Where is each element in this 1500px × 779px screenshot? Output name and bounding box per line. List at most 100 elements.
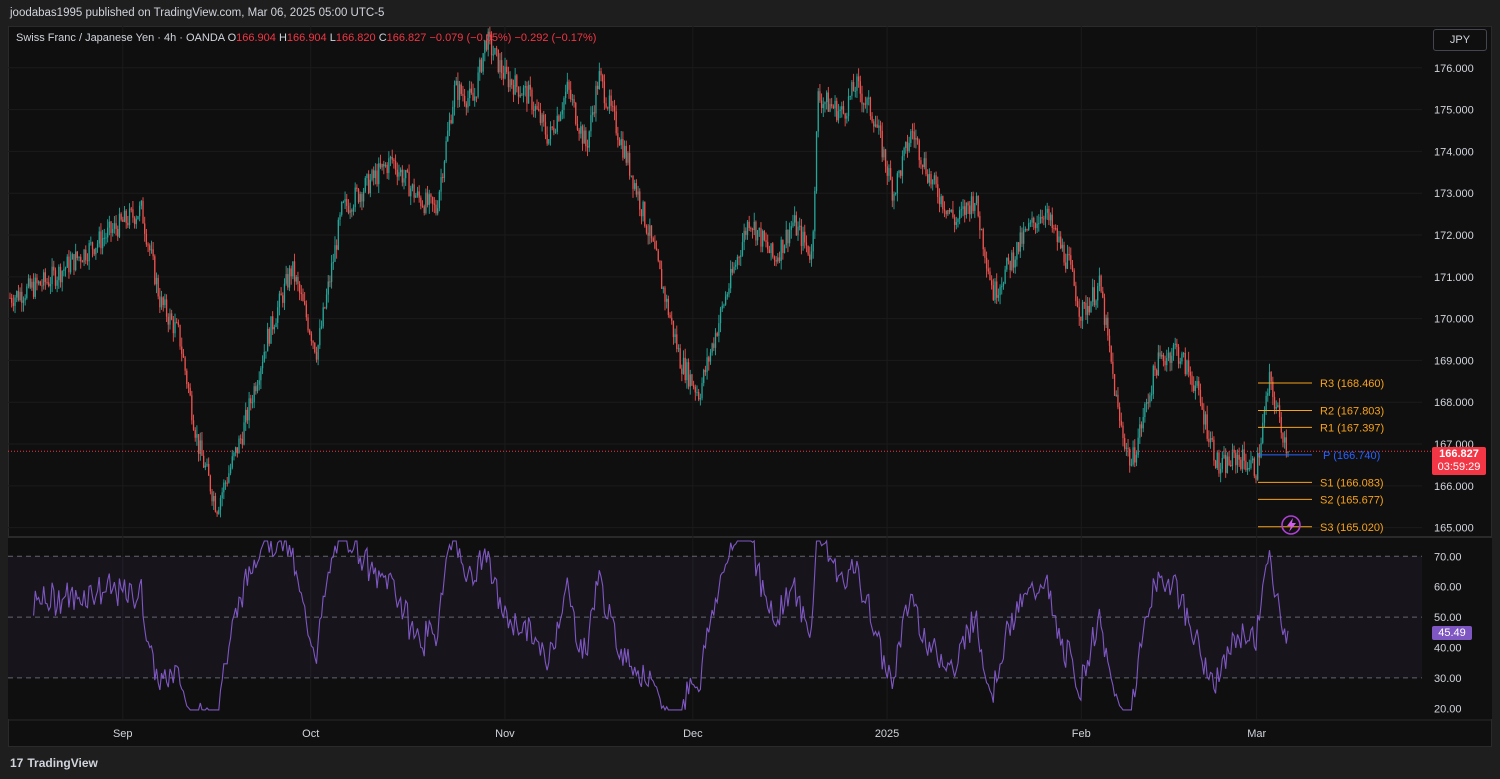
candle-body	[905, 141, 907, 149]
candle-body	[480, 59, 483, 72]
candle-body	[90, 242, 92, 244]
candle-body	[1225, 454, 1227, 473]
candle-body	[1002, 283, 1005, 287]
x-tick-label: Feb	[1072, 728, 1091, 740]
candle-body	[896, 173, 899, 194]
candle-body	[167, 316, 169, 325]
candle-body	[172, 319, 174, 334]
price-tick-label: 165.000	[1434, 523, 1474, 535]
candle-body	[202, 455, 205, 468]
candle-body	[625, 145, 627, 163]
pivot-label-s2: S2 (165.677)	[1320, 494, 1384, 506]
candle-body	[676, 334, 678, 349]
candle-body	[999, 286, 1001, 296]
candle-body	[519, 94, 521, 97]
candle-body	[132, 209, 134, 218]
candle-body	[268, 328, 270, 344]
candle-body	[666, 298, 668, 302]
candle-body	[777, 257, 779, 262]
candle-body	[628, 152, 631, 176]
candle-body	[832, 106, 835, 109]
candle-body	[278, 293, 281, 308]
candle-body	[458, 84, 461, 100]
candle-body	[1251, 458, 1254, 461]
candle-body	[608, 95, 611, 109]
candle-body	[266, 328, 269, 352]
candle-body	[689, 374, 691, 387]
candle-body	[578, 129, 580, 134]
candle-body	[68, 256, 70, 273]
candle-body	[748, 221, 750, 228]
candle-body	[893, 193, 895, 201]
candle-body	[667, 298, 670, 315]
candle-body	[431, 197, 434, 204]
candle-body	[396, 169, 398, 177]
candle-body	[197, 434, 200, 454]
candle-body	[925, 158, 927, 175]
candle-body	[290, 268, 292, 277]
candle-body	[955, 222, 957, 225]
candle-body	[1246, 468, 1249, 471]
candle-body	[315, 352, 318, 360]
currency-button[interactable]: JPY	[1433, 29, 1487, 51]
candle-body	[987, 268, 989, 272]
price-tick-label: 168.000	[1434, 397, 1474, 409]
candle-body	[780, 239, 782, 262]
candle-body	[91, 242, 94, 250]
candle-body	[820, 100, 823, 109]
candle-body	[319, 328, 321, 346]
candle-body	[213, 495, 215, 502]
candle-body	[538, 109, 540, 111]
candle-body	[738, 257, 740, 259]
candle-body	[1028, 223, 1030, 230]
candle-body	[1080, 316, 1082, 321]
candle-body	[339, 214, 341, 220]
candle-body	[544, 121, 547, 135]
price-tick-label: 172.000	[1434, 230, 1474, 242]
tradingview-brand[interactable]: 17 TradingView	[10, 756, 98, 770]
candle-body	[751, 228, 754, 231]
candle-body	[34, 277, 36, 297]
candle-body	[910, 131, 912, 144]
candle-body	[325, 294, 328, 308]
candle-body	[935, 175, 937, 185]
candle-body	[433, 203, 435, 205]
candle-body	[9, 297, 11, 299]
candle-body	[1001, 286, 1003, 288]
candle-body	[1277, 405, 1279, 407]
candle-body	[1048, 208, 1050, 221]
candle-body	[243, 422, 245, 445]
candle-body	[403, 178, 405, 183]
candle-body	[1086, 305, 1089, 315]
price-tick-label: 169.000	[1434, 355, 1474, 367]
candle-body	[17, 291, 20, 301]
candle-body	[718, 323, 720, 336]
candle-body	[533, 109, 535, 111]
pivot-label-s1: S1 (166.083)	[1320, 477, 1384, 489]
candle-body	[206, 463, 208, 466]
candle-body	[1056, 228, 1058, 242]
candle-body	[1110, 345, 1112, 362]
candle-body	[878, 125, 880, 128]
candle-body	[674, 334, 676, 338]
candle-body	[1038, 223, 1040, 225]
candle-body	[1044, 212, 1047, 219]
candle-body	[1073, 270, 1075, 286]
symbol-legend: Swiss Franc / Japanese Yen · 4h · OANDA …	[16, 32, 596, 44]
candle-body	[874, 124, 877, 127]
candle-body	[357, 189, 360, 203]
candle-body	[561, 109, 563, 115]
high-value: 166.904	[286, 32, 327, 44]
candle-body	[1152, 365, 1154, 394]
candle-body	[652, 238, 654, 242]
candle-body	[21, 291, 23, 303]
candle-body	[716, 333, 718, 336]
candle-body	[953, 217, 956, 225]
rsi-pane	[8, 538, 1492, 719]
candle-body	[1112, 361, 1114, 374]
low-value: 166.820	[335, 32, 376, 44]
candle-body	[189, 387, 191, 396]
candle-body	[245, 409, 247, 423]
chart-canvas[interactable]: Sep Oct Nov Dec 2025 Feb Mar165.000166.000167.…	[8, 26, 1492, 747]
candle-body	[334, 245, 336, 262]
